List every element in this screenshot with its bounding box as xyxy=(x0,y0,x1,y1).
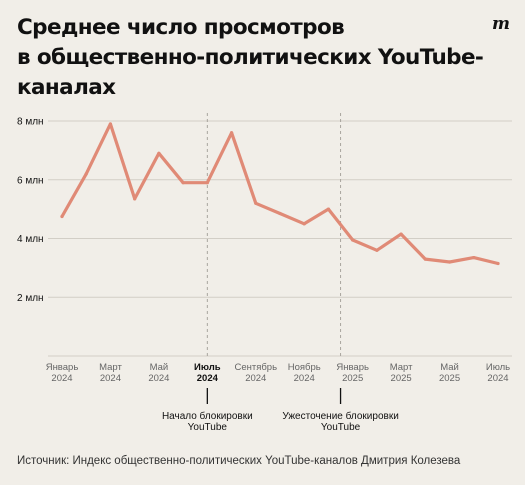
x-tick-label: 2024 xyxy=(245,373,266,384)
x-tick-label: Сентябрь xyxy=(234,362,277,373)
chart-title: Среднее число просмотров в общественно-п… xyxy=(17,13,484,103)
data-point xyxy=(133,197,137,201)
series-line xyxy=(60,122,500,266)
x-tick-label: 2024 xyxy=(148,373,169,384)
data-point xyxy=(84,172,88,176)
x-tick-label: Май xyxy=(440,362,459,373)
data-point xyxy=(181,181,185,185)
x-tick-label: 2024 xyxy=(197,373,219,384)
data-point xyxy=(278,211,282,216)
x-tick-label: Март xyxy=(99,362,122,373)
title-line-1: Среднее число просмотров xyxy=(17,15,345,40)
annotation-label: Ужесточение блокировки xyxy=(282,410,398,422)
x-tick-label: 2024 xyxy=(51,373,72,384)
x-tick-label: Ноябрь xyxy=(288,362,321,373)
data-point xyxy=(447,260,452,264)
x-tick-label: Июль xyxy=(194,362,221,373)
title-line-2: в общественно-политических YouTube- xyxy=(17,45,484,70)
x-tick-label: 2025 xyxy=(391,373,412,384)
x-tick-label: 2024 xyxy=(294,373,315,384)
data-point xyxy=(496,261,500,266)
data-point xyxy=(351,238,355,242)
x-tick-label: 2025 xyxy=(342,373,363,384)
data-point xyxy=(60,214,64,219)
y-tick-label: 2 млн xyxy=(17,293,44,304)
data-point xyxy=(229,131,234,135)
data-point xyxy=(108,122,113,126)
data-point xyxy=(205,181,209,185)
annotation-label: YouTube xyxy=(188,422,228,433)
data-point xyxy=(157,151,161,155)
y-tick-label: 4 млн xyxy=(17,234,44,245)
data-point xyxy=(472,255,476,260)
y-tick-label: 8 млн xyxy=(17,117,44,128)
data-point xyxy=(423,257,427,261)
x-tick-label: 2024 xyxy=(487,373,508,384)
x-tick-label: 2025 xyxy=(439,373,460,384)
x-tick-label: Январь xyxy=(46,362,79,373)
x-tick-label: Март xyxy=(390,362,413,373)
y-tick-label: 6 млн xyxy=(17,175,44,186)
source-note: Источник: Индекс общественно-политически… xyxy=(17,455,461,467)
x-tick-label: 2024 xyxy=(100,373,121,384)
data-point xyxy=(326,207,331,211)
x-tick-label: Январь xyxy=(336,362,369,373)
x-tick-label: Май xyxy=(150,362,169,373)
data-point xyxy=(375,248,379,252)
title-line-3: каналах xyxy=(17,75,116,100)
data-point xyxy=(302,222,306,226)
x-tick-label: Июль xyxy=(486,362,510,373)
data-point xyxy=(399,232,403,236)
data-point xyxy=(254,201,258,205)
brand-logo: m xyxy=(492,14,510,34)
annotation-label: Начало блокировки xyxy=(162,410,253,422)
annotation-label: YouTube xyxy=(321,422,361,433)
